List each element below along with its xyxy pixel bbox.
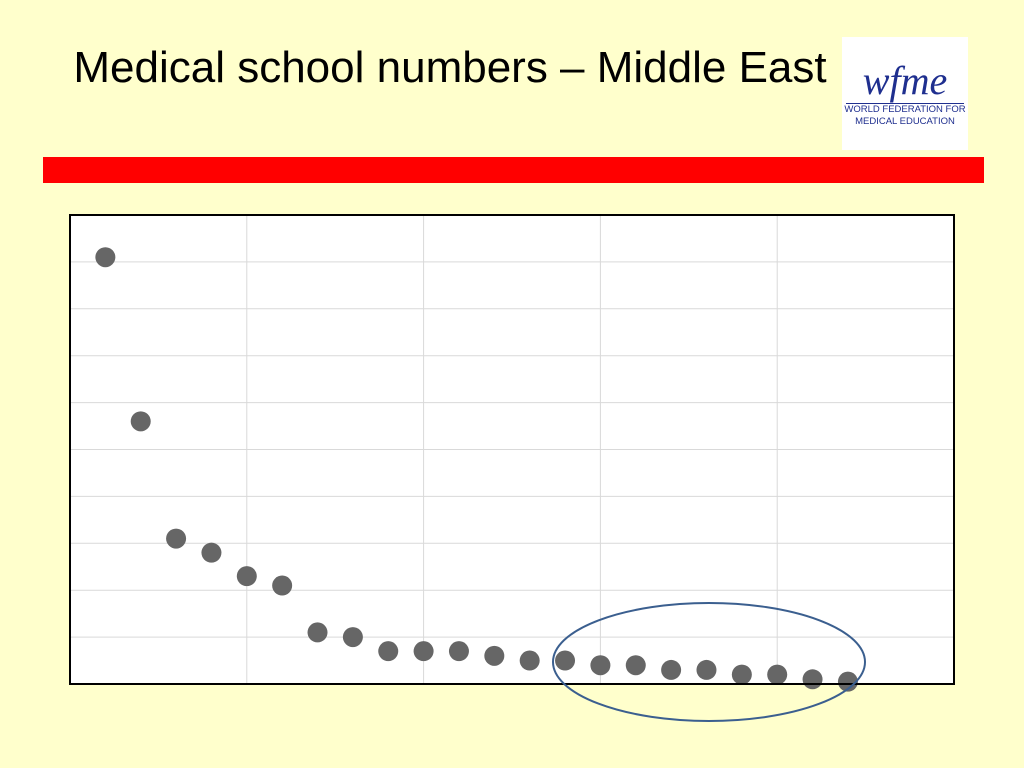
logo-text: MEDICAL EDUCATION <box>855 116 955 127</box>
data-point <box>555 650 576 671</box>
data-point <box>378 641 399 662</box>
data-point <box>661 659 682 680</box>
data-point <box>625 655 646 676</box>
logo-rule <box>846 103 964 104</box>
data-point <box>342 627 363 648</box>
plot-border <box>69 214 955 685</box>
logo-mark: wfme <box>862 58 948 103</box>
data-point <box>802 669 823 690</box>
data-point <box>767 664 788 685</box>
data-point <box>95 247 116 268</box>
data-point <box>166 528 187 549</box>
title-bar <box>43 157 984 183</box>
data-point <box>590 655 611 676</box>
data-point <box>236 566 257 587</box>
slide-title: Medical school numbers – Middle East <box>73 43 827 92</box>
data-point <box>731 664 752 685</box>
data-point <box>130 411 151 432</box>
logo: wfme WORLD FEDERATION FOR MEDICAL EDUCAT… <box>842 37 968 150</box>
data-point <box>448 641 469 662</box>
data-point <box>519 650 540 671</box>
data-point <box>272 575 293 596</box>
data-point <box>413 641 434 662</box>
data-point <box>307 622 328 643</box>
data-point <box>837 671 858 692</box>
data-point <box>484 645 505 666</box>
data-point <box>696 659 717 680</box>
highlight-ellipse <box>552 602 866 722</box>
logo-text: WORLD FEDERATION FOR <box>844 104 966 115</box>
data-point <box>201 542 222 563</box>
